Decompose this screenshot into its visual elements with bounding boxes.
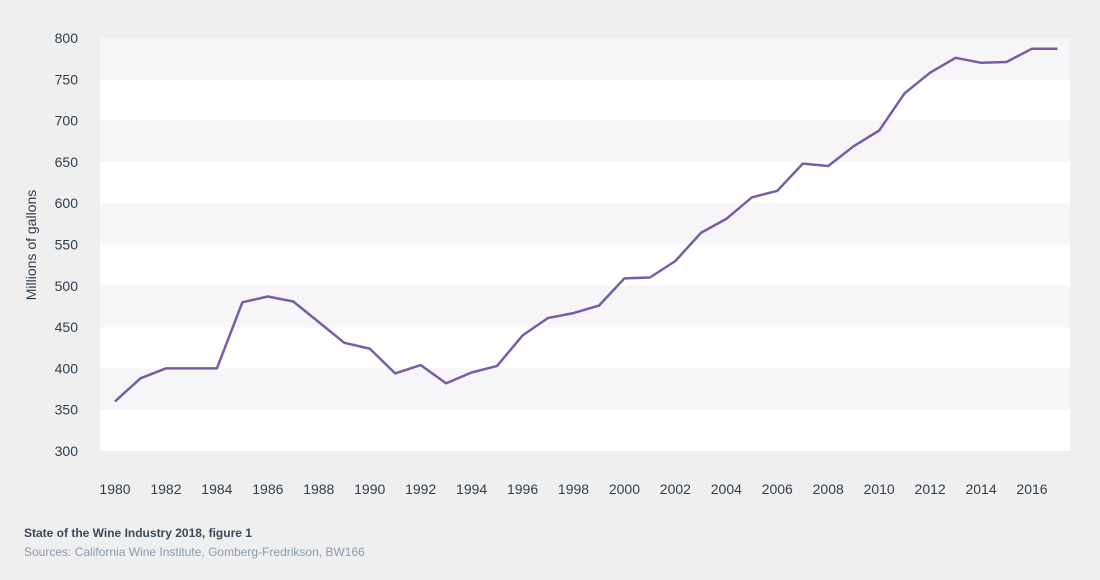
x-tick-label: 1988: [303, 481, 334, 497]
y-tick-label: 800: [55, 30, 79, 46]
y-tick-label: 600: [55, 195, 79, 211]
y-tick-label: 450: [55, 319, 79, 335]
grid-band: [100, 38, 1070, 80]
x-tick-label: 1992: [405, 481, 436, 497]
y-axis-label: Millions of gallons: [23, 190, 39, 301]
grid-bands: [100, 38, 1070, 451]
y-tick-label: 750: [55, 71, 79, 87]
x-tick-label: 2014: [965, 481, 996, 497]
x-tick-label: 1998: [558, 481, 589, 497]
x-tick-label: 1982: [150, 481, 181, 497]
y-axis-ticks: 300 350 400 450 500 550 600 650 700 750 800: [55, 30, 79, 459]
x-tick-label: 2006: [762, 481, 793, 497]
x-tick-label: 1984: [201, 481, 232, 497]
x-axis-ticks: 1980 1982 1984 1986 1988 1990 1992 1994 1996 1998…: [99, 481, 1047, 497]
series-line: [114, 47, 1058, 403]
grid-band: [100, 79, 1070, 121]
grid-band: [100, 120, 1070, 162]
figure-caption-source: Sources: California Wine Institute, Gomb…: [24, 545, 365, 559]
x-tick-label: 2010: [864, 481, 895, 497]
y-tick-label: 300: [55, 443, 79, 459]
x-tick-label: 2002: [660, 481, 691, 497]
x-tick-label: 1994: [456, 481, 487, 497]
grid-band: [100, 327, 1070, 369]
grid-band: [100, 244, 1070, 286]
x-tick-label: 2000: [609, 481, 640, 497]
grid-band: [100, 203, 1070, 245]
series-layer: [114, 47, 1058, 403]
grid-band: [100, 161, 1070, 204]
x-tick-label: 2008: [813, 481, 844, 497]
x-tick-label: 2016: [1016, 481, 1047, 497]
y-tick-label: 550: [55, 237, 79, 253]
grid-band: [100, 285, 1070, 328]
y-tick-label: 400: [55, 360, 79, 376]
x-tick-label: 1990: [354, 481, 385, 497]
figure-caption-title: State of the Wine Industry 2018, figure …: [24, 526, 252, 540]
y-tick-label: 700: [55, 113, 79, 129]
grid-band: [100, 368, 1070, 410]
x-tick-label: 1986: [252, 481, 283, 497]
y-tick-label: 650: [55, 154, 79, 170]
y-tick-label: 350: [55, 402, 79, 418]
x-tick-label: 2004: [711, 481, 742, 497]
x-tick-label: 1980: [99, 481, 130, 497]
x-tick-label: 1996: [507, 481, 538, 497]
y-tick-label: 500: [55, 278, 79, 294]
grid-band: [100, 409, 1070, 451]
x-tick-label: 2012: [915, 481, 946, 497]
